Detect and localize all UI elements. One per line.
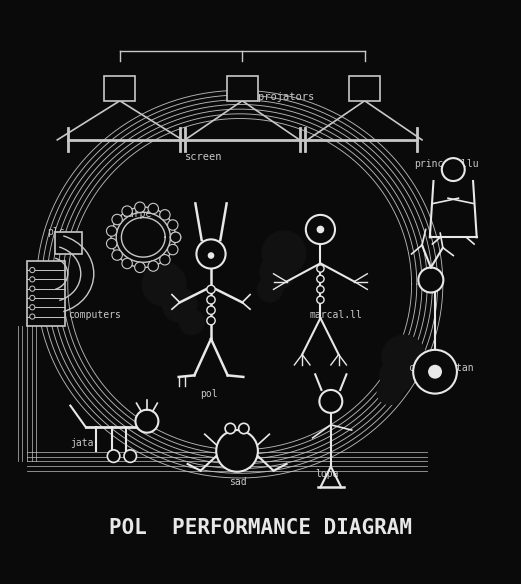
Circle shape xyxy=(159,255,170,265)
Bar xyxy=(27,260,65,326)
Circle shape xyxy=(317,275,324,283)
Circle shape xyxy=(30,267,35,273)
Circle shape xyxy=(30,277,35,282)
Circle shape xyxy=(168,244,178,255)
Circle shape xyxy=(317,265,324,272)
Circle shape xyxy=(112,250,122,260)
Circle shape xyxy=(30,286,35,291)
Circle shape xyxy=(142,262,186,306)
Circle shape xyxy=(135,410,158,433)
Bar xyxy=(104,76,135,101)
Circle shape xyxy=(30,296,35,301)
Text: princapollu: princapollu xyxy=(414,159,479,169)
Circle shape xyxy=(239,423,249,434)
Circle shape xyxy=(207,317,215,325)
Text: computers: computers xyxy=(68,311,120,321)
Circle shape xyxy=(168,220,178,230)
Circle shape xyxy=(107,450,120,463)
Circle shape xyxy=(30,305,35,310)
Text: cervo satan: cervo satan xyxy=(409,363,474,373)
Text: projators: projators xyxy=(258,92,314,102)
Bar xyxy=(349,76,380,101)
Text: jata: jata xyxy=(70,438,94,448)
Circle shape xyxy=(317,296,324,304)
Circle shape xyxy=(170,232,181,242)
Circle shape xyxy=(112,214,122,225)
Circle shape xyxy=(257,277,282,302)
Circle shape xyxy=(260,255,294,290)
Circle shape xyxy=(225,423,235,434)
Circle shape xyxy=(262,231,306,275)
Circle shape xyxy=(122,258,132,269)
Text: pol: pol xyxy=(201,388,218,399)
Circle shape xyxy=(163,288,197,322)
Circle shape xyxy=(179,310,204,335)
Circle shape xyxy=(442,158,465,181)
Bar xyxy=(227,76,258,101)
Circle shape xyxy=(159,210,170,220)
Circle shape xyxy=(122,206,132,216)
Circle shape xyxy=(106,238,117,249)
Circle shape xyxy=(148,261,158,271)
Text: sarpe: sarpe xyxy=(122,209,152,219)
Circle shape xyxy=(196,239,226,269)
Circle shape xyxy=(135,202,145,213)
Text: sad: sad xyxy=(229,477,247,487)
Circle shape xyxy=(148,203,158,214)
Circle shape xyxy=(216,430,258,472)
Circle shape xyxy=(377,380,402,405)
Circle shape xyxy=(207,285,215,294)
Circle shape xyxy=(413,350,457,394)
Circle shape xyxy=(207,296,215,304)
Circle shape xyxy=(135,262,145,273)
Circle shape xyxy=(380,358,414,392)
Circle shape xyxy=(429,366,441,378)
Circle shape xyxy=(170,232,181,242)
Text: plc: plc xyxy=(47,227,65,237)
Circle shape xyxy=(382,335,426,379)
Circle shape xyxy=(317,227,324,232)
Circle shape xyxy=(124,450,137,463)
Circle shape xyxy=(418,267,443,293)
Circle shape xyxy=(208,253,214,258)
Circle shape xyxy=(306,215,335,244)
Circle shape xyxy=(317,286,324,293)
Circle shape xyxy=(106,226,117,236)
Text: POL  PERFORMANCE DIAGRAM: POL PERFORMANCE DIAGRAM xyxy=(109,518,412,538)
Circle shape xyxy=(319,390,342,413)
Circle shape xyxy=(207,306,215,314)
Text: screen: screen xyxy=(185,151,222,162)
Text: marcal.ll: marcal.ll xyxy=(310,311,363,321)
Circle shape xyxy=(30,314,35,319)
Text: lopa: lopa xyxy=(315,470,339,479)
Bar xyxy=(55,232,82,254)
